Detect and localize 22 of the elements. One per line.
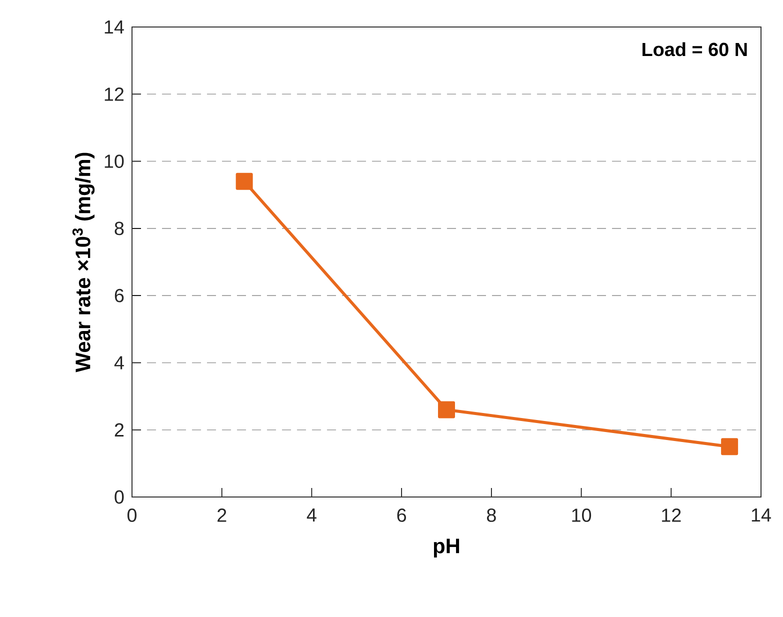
x-tick-label: 2	[218, 508, 226, 522]
x-tick-label: 8	[486, 508, 496, 522]
point	[236, 172, 253, 190]
point	[721, 438, 738, 456]
y-tick-label: 8	[114, 222, 124, 236]
y-tick-label: 12	[104, 88, 124, 101]
x-tick-label: 0	[127, 508, 137, 522]
x-tick-label: 10	[572, 508, 592, 522]
y-tick-label: 2	[114, 423, 124, 436]
point	[438, 401, 455, 418]
y-tick-label: 0	[114, 490, 124, 504]
y-tick-label: 6	[114, 288, 124, 302]
annotation: Load = 60 N	[642, 42, 747, 56]
x-tick-label: 4	[306, 508, 316, 522]
x-axis-title: pH	[434, 538, 460, 558]
x-tick-label: 14	[752, 508, 771, 522]
y-tick-label: 4	[114, 356, 124, 370]
x-tick-label: 6	[397, 508, 406, 522]
x-tick-label: 12	[662, 508, 681, 522]
y-tick-label: 10	[104, 154, 124, 168]
y-tick-label: 14	[104, 20, 124, 34]
y-axis-title: Wear rate ×10$^{3}$ (mg/m)	[72, 152, 95, 372]
